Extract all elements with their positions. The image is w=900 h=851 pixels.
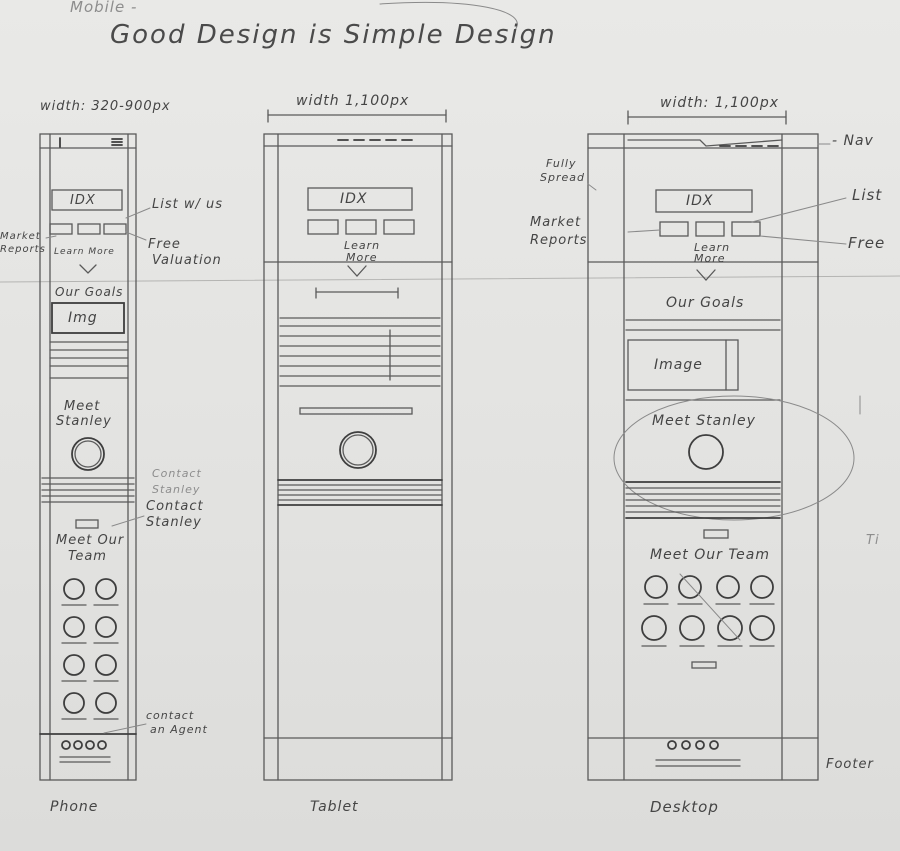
annot-free-line1: Free	[148, 237, 181, 252]
annot-free: Free	[848, 234, 886, 252]
tablet-idx-label: IDX	[340, 191, 368, 207]
annot-agent-line2: an Agent	[150, 723, 208, 736]
annot-contact-line1: Contact	[146, 499, 204, 514]
annot-market-line1: Market	[0, 231, 41, 242]
desktop-our-goals: Our Goals	[666, 295, 745, 311]
annot-market-line2: Reports	[0, 244, 46, 255]
desktop-caption: Desktop	[650, 798, 719, 816]
annot-fully-line1: Fully	[546, 157, 577, 170]
desktop-idx-label: IDX	[686, 193, 714, 209]
annot-list-w-us: List w/ us	[152, 197, 224, 212]
phone-meet-line1: Meet	[64, 399, 101, 414]
desktop-learn-line2: More	[694, 252, 726, 265]
annot-nav: - Nav	[832, 133, 874, 149]
annot-fully-line2: Spread	[540, 171, 585, 184]
tablet-width-label: width 1,100px	[296, 93, 410, 109]
desktop-wireframe	[587, 110, 855, 781]
annot-list: List	[852, 186, 883, 204]
sketch-title: Good Design is Simple Design	[110, 20, 557, 50]
tablet-learn-line1: Learn	[344, 239, 381, 252]
phone-our-goals: Our Goals	[55, 285, 124, 299]
annot-contact-line2: Stanley	[146, 515, 202, 530]
phone-learn-more: Learn More	[54, 247, 115, 257]
phone-team-line2: Team	[68, 549, 107, 564]
fold-line	[0, 275, 900, 283]
phone-meet-line2: Stanley	[56, 414, 112, 429]
tablet-wireframe	[263, 109, 453, 781]
annot-agent-line1: contact	[146, 709, 195, 722]
phone-idx-label: IDX	[70, 193, 96, 208]
desktop-learn-line1: Learn	[694, 241, 731, 254]
top-partial-label: Mobile -	[70, 0, 138, 16]
annot-contact-faded-line1: Contact	[152, 467, 202, 480]
phone-team-line1: Meet Our	[56, 533, 125, 548]
phone-caption: Phone	[50, 799, 99, 815]
tablet-learn-line2: More	[346, 251, 378, 264]
desktop-width-label: width: 1,100px	[660, 95, 780, 111]
top-arc	[379, 2, 518, 31]
desktop-meet-stanley: Meet Stanley	[652, 413, 756, 429]
annot-market-desktop-line2: Reports	[530, 233, 588, 248]
annot-footer: Footer	[826, 757, 874, 772]
annot-contact-faded-line2: Stanley	[152, 483, 201, 496]
annot-market-desktop-line1: Market	[530, 215, 582, 230]
phone-img-label: Img	[68, 310, 98, 326]
desktop-image-label: Image	[654, 357, 703, 373]
tablet-caption: Tablet	[310, 799, 359, 815]
phone-width-label: width: 320-900px	[40, 99, 171, 114]
annot-margin-ti: Ti	[866, 533, 880, 548]
annot-free-line2: Valuation	[152, 253, 222, 268]
desktop-meet-team: Meet Our Team	[650, 547, 770, 563]
phone-wireframe	[39, 133, 137, 781]
